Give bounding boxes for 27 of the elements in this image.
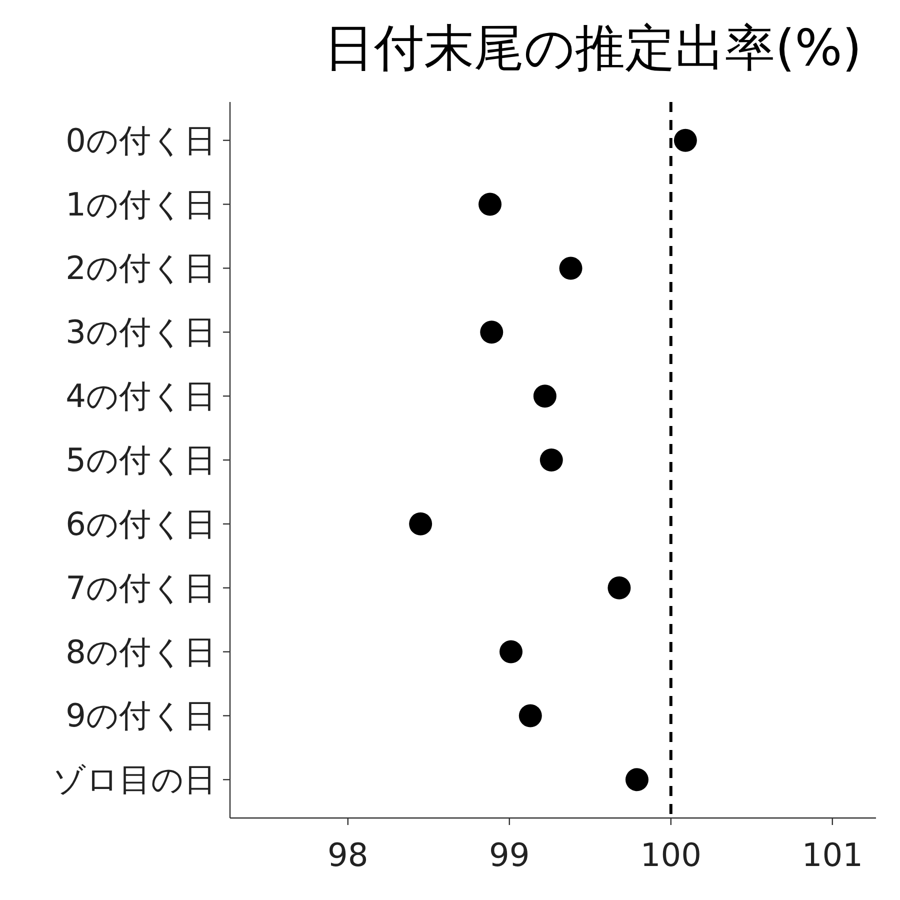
y-tick-label: 9の付く日 <box>66 696 216 735</box>
point <box>409 512 432 536</box>
y-tick-label: 5の付く日 <box>66 441 216 479</box>
x-tick-label: 101 <box>802 836 863 874</box>
y-tick-label: ゾロ目の日 <box>53 760 216 799</box>
y-tick-label: 0の付く日 <box>66 121 216 160</box>
y-tick-label: 1の付く日 <box>66 185 216 224</box>
x-tick-label: 100 <box>640 836 702 874</box>
point <box>478 192 502 216</box>
y-tick-label: 2の付く日 <box>66 249 216 288</box>
point <box>533 384 556 408</box>
y-tick-label: 6の付く日 <box>66 504 216 543</box>
chart-title: 日付末尾の推定出率(%) <box>324 19 862 77</box>
y-tick-label: 7の付く日 <box>66 568 216 607</box>
point <box>674 128 697 152</box>
point <box>518 704 542 728</box>
point <box>540 448 563 472</box>
point <box>480 320 504 344</box>
y-tick-label: 3の付く日 <box>66 313 216 352</box>
point <box>608 576 631 600</box>
x-tick-label: 99 <box>489 836 530 874</box>
x-tick-label: 98 <box>328 836 368 874</box>
y-tick-label: 4の付く日 <box>66 377 216 416</box>
point <box>625 768 648 792</box>
point <box>559 256 582 280</box>
y-tick-label: 8の付く日 <box>66 632 216 671</box>
point <box>500 640 523 664</box>
